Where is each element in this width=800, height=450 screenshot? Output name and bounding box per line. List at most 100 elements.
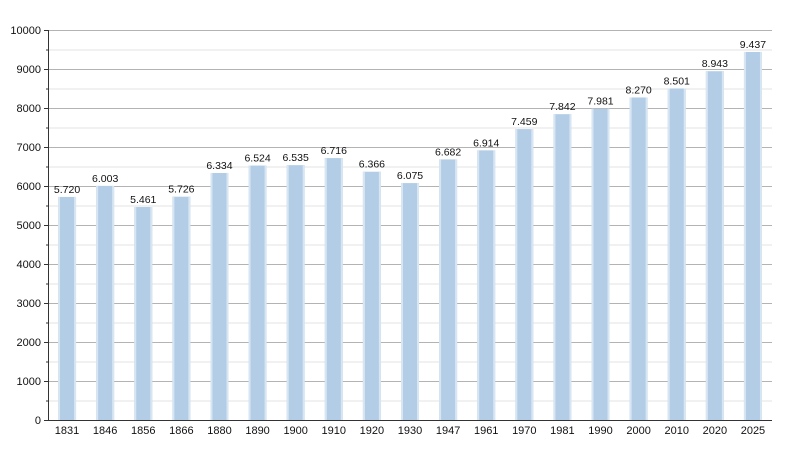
x-tick-label-1947: 1947 <box>436 425 460 437</box>
bar-edge-left <box>477 150 480 420</box>
data-label-1846: 6.003 <box>92 173 118 185</box>
data-label-1866: 5.726 <box>168 184 194 196</box>
y-tick-label-2000: 2000 <box>17 337 41 349</box>
x-tick-label-2000: 2000 <box>626 425 650 437</box>
bar-edge-right <box>569 114 572 421</box>
x-tick-label-2010: 2010 <box>664 425 688 437</box>
x-tick-label-1990: 1990 <box>588 425 612 437</box>
axes <box>48 30 772 421</box>
bar-edge-right <box>150 207 153 420</box>
x-axis-ticks: 1831 1846 1856 1866 1880 1890 1900 1910 1920 1930… <box>55 425 765 437</box>
y-axis-ticks: 0 1000 2000 3000 4000 5000 6000 7000 8000 9000 100… <box>10 25 48 427</box>
bar-edge-left <box>96 185 99 420</box>
x-tick-label-1930: 1930 <box>398 425 422 437</box>
data-label-1970: 7.459 <box>511 116 537 128</box>
bar-edge-right <box>340 158 343 421</box>
bar-1880 <box>210 172 229 420</box>
bar-1866 <box>172 196 191 420</box>
x-tick-label-1900: 1900 <box>283 425 307 437</box>
bar-edge-left <box>248 165 251 420</box>
bar-edge-left <box>591 108 594 420</box>
data-label-1890: 6.524 <box>244 153 270 165</box>
bar-edge-right <box>302 165 305 420</box>
x-tick-label-1970: 1970 <box>512 425 536 437</box>
x-tick-label-2020: 2020 <box>703 425 727 437</box>
y-tick-label-8000: 8000 <box>17 103 41 115</box>
data-label-1831: 5.720 <box>54 184 80 196</box>
bar-1930 <box>401 183 419 420</box>
data-label-1856: 5.461 <box>130 194 156 206</box>
data-label-1947: 6.682 <box>435 146 461 158</box>
bar-2000 <box>629 97 648 420</box>
data-label-1880: 6.334 <box>206 160 232 172</box>
bar-edge-left <box>362 171 365 420</box>
bar-1981 <box>553 114 572 421</box>
data-label-1920: 6.366 <box>359 159 385 171</box>
bar-edge-right <box>607 108 610 420</box>
bar-edge-right <box>264 165 267 420</box>
x-tick-label-1866: 1866 <box>169 425 193 437</box>
bar-edge-left <box>286 165 289 420</box>
bar-2010 <box>667 88 686 420</box>
y-tick-label-6000: 6000 <box>17 181 41 193</box>
x-tick-label-1961: 1961 <box>474 425 498 437</box>
bar-edge-right <box>759 51 762 420</box>
bar-2025 <box>743 51 762 420</box>
data-label-1981: 7.842 <box>549 101 575 113</box>
bar-1970 <box>515 129 534 420</box>
bar-1856 <box>134 207 153 420</box>
y-tick-label-4000: 4000 <box>17 259 41 271</box>
bar-edge-right <box>417 183 419 420</box>
bar-edge-left <box>172 196 175 420</box>
bar-1910 <box>324 158 343 421</box>
y-tick-label-10000: 10000 <box>10 25 41 37</box>
bar-1961 <box>477 150 496 420</box>
bar-edge-right <box>645 97 648 420</box>
bar-edge-right <box>683 88 686 420</box>
data-label-1900: 6.535 <box>283 152 309 164</box>
x-tick-label-1846: 1846 <box>93 425 117 437</box>
bar-1947 <box>439 159 458 421</box>
y-tick-label-7000: 7000 <box>17 142 41 154</box>
bar-1920 <box>362 171 381 420</box>
data-label-1910: 6.716 <box>321 145 347 157</box>
x-tick-label-1920: 1920 <box>360 425 384 437</box>
x-tick-label-1880: 1880 <box>207 425 231 437</box>
bar-1900 <box>286 165 305 420</box>
bar-edge-left <box>553 114 556 421</box>
data-label-2010: 8.501 <box>664 75 690 87</box>
data-label-1961: 6.914 <box>473 137 499 149</box>
x-tick-label-1890: 1890 <box>245 425 269 437</box>
bar-edge-left <box>401 183 403 420</box>
x-tick-label-1831: 1831 <box>55 425 79 437</box>
bar-edge-left <box>515 129 518 420</box>
bar-edge-right <box>493 150 496 420</box>
bar-edge-left <box>743 51 746 420</box>
bar-1990 <box>591 108 610 420</box>
bar-edge-left <box>629 97 632 420</box>
bar-edge-right <box>721 71 724 421</box>
bar-edge-right <box>455 159 458 421</box>
y-tick-label-5000: 5000 <box>17 220 41 232</box>
bar-edge-left <box>210 172 213 420</box>
bar-edge-left <box>134 207 137 420</box>
bar-1831 <box>58 196 77 420</box>
bar-edge-left <box>439 159 442 421</box>
x-tick-label-2025: 2025 <box>741 425 765 437</box>
bar-edge-right <box>378 171 381 420</box>
bar-edge-left <box>705 71 708 421</box>
y-tick-label-3000: 3000 <box>17 298 41 310</box>
y-tick-label-9000: 9000 <box>17 64 41 76</box>
data-label-2020: 8.943 <box>702 58 728 70</box>
data-label-2000: 8.270 <box>625 84 651 96</box>
bar-edge-right <box>112 185 115 420</box>
data-label-1930: 6.075 <box>397 170 423 182</box>
bar-edge-left <box>667 88 670 420</box>
bar-1846 <box>96 185 115 420</box>
y-tick-label-0: 0 <box>35 415 41 427</box>
bar-edge-right <box>74 196 77 420</box>
bars <box>58 51 762 421</box>
x-tick-label-1910: 1910 <box>322 425 346 437</box>
data-label-1990: 7.981 <box>587 96 613 108</box>
